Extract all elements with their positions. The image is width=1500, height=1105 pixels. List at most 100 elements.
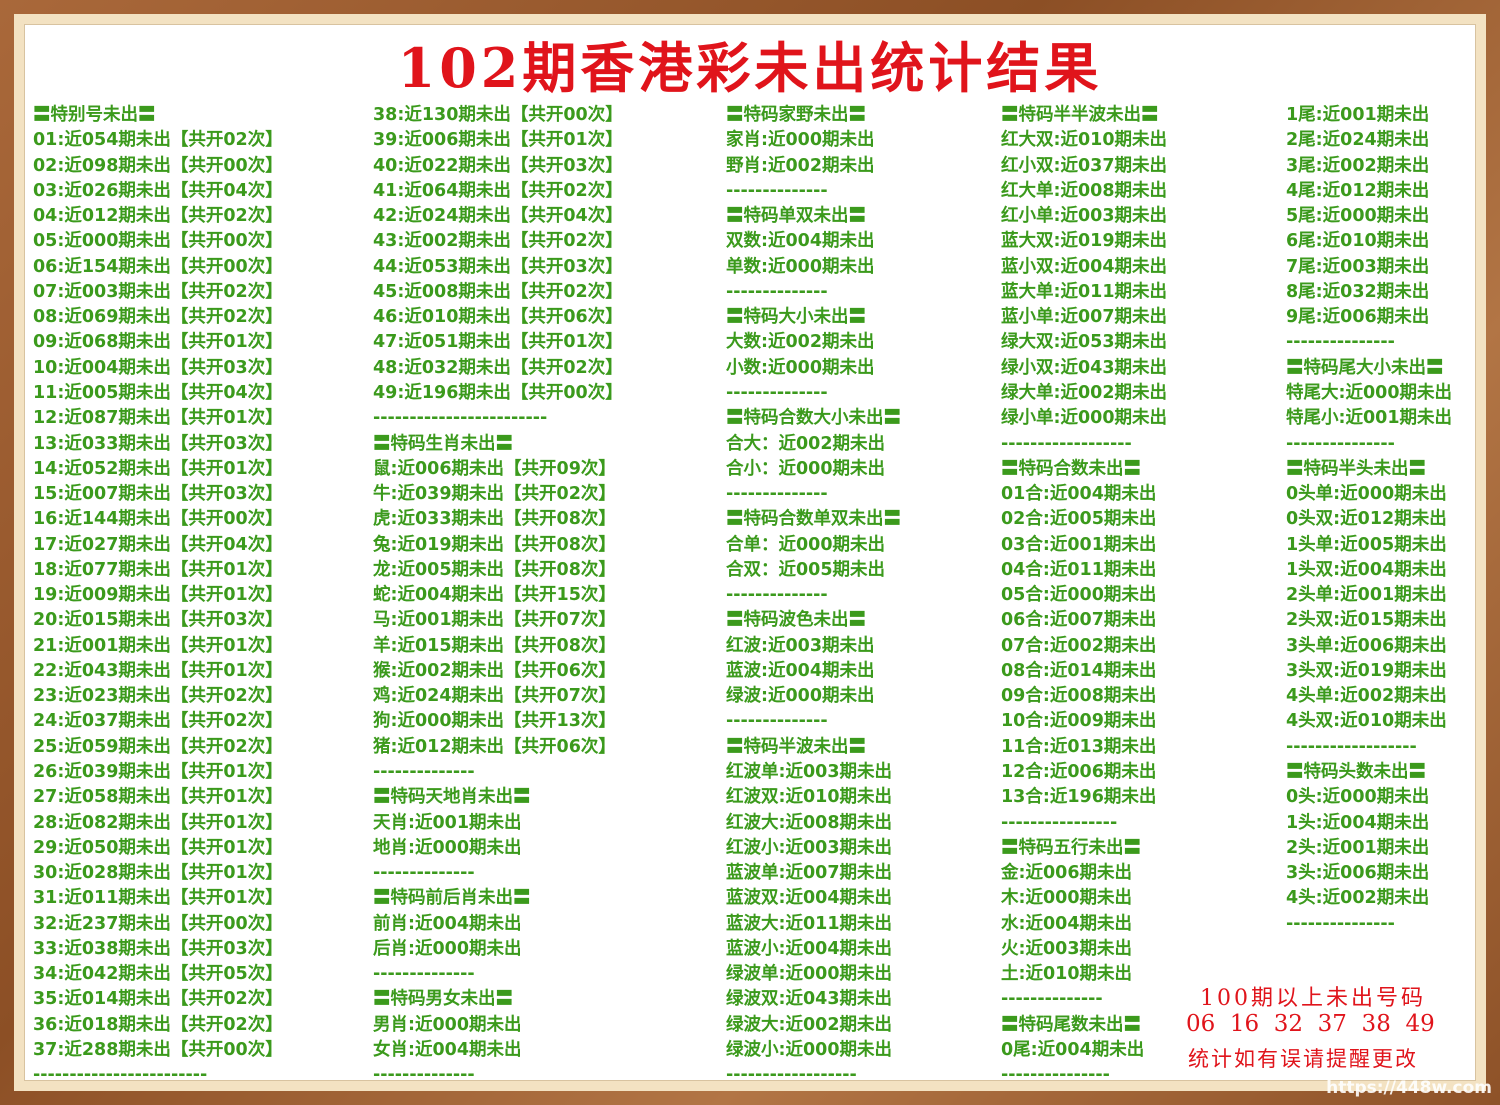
stat-line: 〓特码家野未出〓 [726, 105, 866, 125]
stat-line: 木:近000期未出 [1001, 888, 1133, 909]
stat-line: 蓝波:近004期未出 [726, 660, 875, 681]
stat-line: 双数:近004期未出 [726, 231, 875, 252]
stat-line: 02:近098期未出【共开00次】 [33, 155, 283, 176]
stat-line: 4头单:近002期未出 [1286, 686, 1447, 707]
stat-line: 47:近051期未出【共开01次】 [373, 332, 623, 353]
stat-line: 蓝波单:近007期未出 [726, 863, 893, 884]
stat-line: 绿波大:近002期未出 [726, 1014, 893, 1035]
stat-line: 绿波:近000期未出 [726, 686, 875, 707]
stat-line: 1头单:近005期未出 [1286, 534, 1447, 555]
stat-line: ------------------ [1001, 433, 1132, 454]
stat-line: 13:近033期未出【共开03次】 [33, 433, 283, 454]
stat-line: 3头:近006期未出 [1286, 863, 1430, 884]
stat-line: 28:近082期未出【共开01次】 [33, 812, 283, 833]
stat-line: 0尾:近004期未出 [1001, 1039, 1145, 1060]
stat-line: 龙:近005期未出【共开08次】 [373, 559, 616, 580]
stat-line: 大数:近002期未出 [726, 332, 875, 353]
stat-line: 〓特码尾数未出〓 [1001, 1014, 1141, 1035]
stat-line: 11合:近013期未出 [1001, 736, 1157, 757]
stat-line: 02合:近005期未出 [1001, 509, 1157, 530]
stat-line: -------------- [373, 1065, 475, 1086]
stat-line: --------------- [1001, 1065, 1110, 1086]
stat-line: 马:近001期未出【共开07次】 [373, 610, 616, 631]
stat-line: 绿波小:近000期未出 [726, 1039, 893, 1060]
stat-line: ---------------- [1001, 812, 1118, 833]
stat-line: 4头:近002期未出 [1286, 888, 1430, 909]
stat-line: 06:近154期未出【共开00次】 [33, 256, 283, 277]
stat-line: 鸡:近024期未出【共开07次】 [373, 686, 616, 707]
stat-line: 2尾:近024期未出 [1286, 130, 1430, 151]
stat-line: 01合:近004期未出 [1001, 484, 1157, 505]
stat-line: 14:近052期未出【共开01次】 [33, 458, 283, 479]
stat-line: 23:近023期未出【共开02次】 [33, 686, 283, 707]
stat-line: 红大单:近008期未出 [1001, 180, 1168, 201]
stat-line: 4头双:近010期未出 [1286, 711, 1447, 732]
note: 统计如有误请提醒更改 [1188, 1047, 1418, 1071]
stat-line: 35:近014期未出【共开02次】 [33, 989, 283, 1010]
stat-line: 03:近026期未出【共开04次】 [33, 180, 283, 201]
stat-line: 绿小双:近043期未出 [1001, 357, 1168, 378]
stat-line: 21:近001期未出【共开01次】 [33, 635, 283, 656]
stat-line: -------------- [726, 484, 828, 505]
stat-line: 鼠:近006期未出【共开09次】 [373, 458, 616, 479]
stat-line: -------------- [726, 382, 828, 403]
stat-line: 36:近018期未出【共开02次】 [33, 1014, 283, 1035]
stat-line: 〓特码大小未出〓 [726, 307, 866, 328]
stat-line: 30:近028期未出【共开01次】 [33, 863, 283, 884]
stat-line: 地肖:近000期未出 [373, 837, 522, 858]
stat-line: 〓特码合数大小未出〓 [726, 408, 901, 429]
stat-line: 38:近130期未出【共开00次】 [373, 105, 623, 125]
stat-line: 红波大:近008期未出 [726, 812, 893, 833]
stat-line: 27:近058期未出【共开01次】 [33, 787, 283, 808]
stat-line: 蓝大单:近011期未出 [1001, 281, 1168, 302]
stat-line: 狗:近000期未出【共开13次】 [373, 711, 616, 732]
stat-line: -------------- [726, 585, 828, 606]
stat-line: 3头双:近019期未出 [1286, 660, 1447, 681]
stat-line: 特尾小:近001期未出 [1286, 408, 1453, 429]
stat-line: 18:近077期未出【共开01次】 [33, 559, 283, 580]
stat-line: 09合:近008期未出 [1001, 686, 1157, 707]
stat-line: 红波:近003期未出 [726, 635, 875, 656]
stat-line: 12:近087期未出【共开01次】 [33, 408, 283, 429]
stat-line: 24:近037期未出【共开02次】 [33, 711, 283, 732]
stat-line: --------------- [1286, 433, 1395, 454]
stat-line: -------------- [373, 762, 475, 783]
stat-line: 08:近069期未出【共开02次】 [33, 307, 283, 328]
stat-line: 0头:近000期未出 [1286, 787, 1430, 808]
stat-line: 土:近010期未出 [1001, 964, 1133, 985]
stat-line: 红波小:近003期未出 [726, 837, 893, 858]
stat-line: 绿波单:近000期未出 [726, 964, 893, 985]
stat-line: 〓特码半头未出〓 [1286, 458, 1426, 479]
stat-line: 绿波双:近043期未出 [726, 989, 893, 1010]
stat-line: 16:近144期未出【共开00次】 [33, 509, 283, 530]
stat-line: ------------------------ [33, 1065, 208, 1086]
stat-line: ------------------------ [373, 408, 548, 429]
watermark: https://448w.com [1326, 1078, 1492, 1098]
frame [14, 14, 1486, 1091]
stat-line: 红波双:近010期未出 [726, 787, 893, 808]
stat-line: 1尾:近001期未出 [1286, 105, 1430, 125]
stat-line: 野肖:近002期未出 [726, 155, 875, 176]
stat-line: 家肖:近000期未出 [726, 130, 875, 151]
stat-line: 〓特码波色未出〓 [726, 610, 866, 631]
stat-line: 07合:近002期未出 [1001, 635, 1157, 656]
stat-line: 红小双:近037期未出 [1001, 155, 1168, 176]
stat-line: 10:近004期未出【共开03次】 [33, 357, 283, 378]
stat-line: 合双：近005期未出 [726, 559, 886, 580]
stat-line: 天肖:近001期未出 [373, 812, 522, 833]
stat-line: 猴:近002期未出【共开06次】 [373, 660, 616, 681]
stat-line: 29:近050期未出【共开01次】 [33, 837, 283, 858]
stat-line: 水:近004期未出 [1001, 913, 1133, 934]
stat-line: 猪:近012期未出【共开06次】 [373, 736, 616, 757]
stat-line: 12合:近006期未出 [1001, 762, 1157, 783]
stat-line: 10合:近009期未出 [1001, 711, 1157, 732]
stat-line: 42:近024期未出【共开04次】 [373, 206, 623, 227]
stat-line: 〓特码合数未出〓 [1001, 458, 1141, 479]
stat-line: 33:近038期未出【共开03次】 [33, 938, 283, 959]
stat-line: 〓特码合数单双未出〓 [726, 509, 901, 530]
stat-line: -------------- [1001, 989, 1103, 1010]
stat-line: 05:近000期未出【共开00次】 [33, 231, 283, 252]
stat-line: 6尾:近010期未出 [1286, 231, 1430, 252]
stat-line: -------------- [726, 281, 828, 302]
stat-line: 9尾:近006期未出 [1286, 307, 1430, 328]
